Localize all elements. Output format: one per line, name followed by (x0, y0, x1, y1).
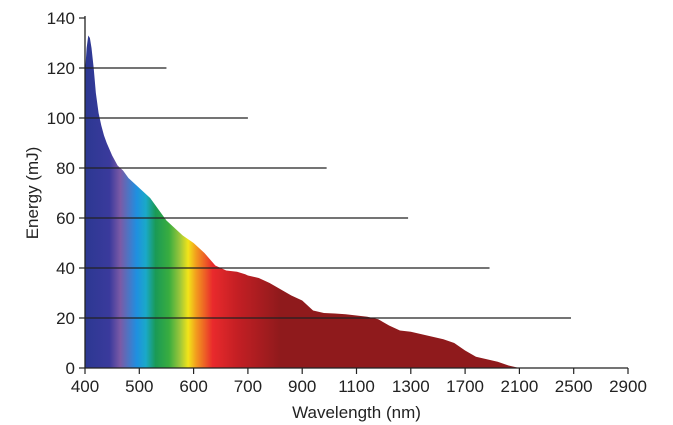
x-tick-label: 400 (71, 377, 99, 396)
x-tick-label: 1700 (446, 377, 484, 396)
x-tick-label: 1300 (392, 377, 430, 396)
x-tick-label: 2900 (609, 377, 647, 396)
y-tick-label: 0 (66, 359, 75, 378)
y-tick-label: 80 (56, 159, 75, 178)
y-axis-title: Energy (mJ) (23, 147, 42, 240)
y-tick-label: 60 (56, 209, 75, 228)
y-tick-label: 100 (47, 109, 75, 128)
y-axis-ticks: 0 20 40 60 80 100 120 140 (47, 9, 85, 378)
y-tick-label: 120 (47, 59, 75, 78)
x-tick-label: 700 (234, 377, 262, 396)
y-tick-label: 20 (56, 309, 75, 328)
x-tick-label: 900 (288, 377, 316, 396)
x-tick-label: 500 (125, 377, 153, 396)
x-tick-label: 600 (179, 377, 207, 396)
x-tick-label: 2500 (555, 377, 593, 396)
y-tick-label: 140 (47, 9, 75, 28)
x-tick-label: 2100 (500, 377, 538, 396)
y-tick-label: 40 (56, 259, 75, 278)
x-axis-title: Wavelength (nm) (292, 403, 421, 422)
annotation-lines (85, 67, 571, 319)
spectrum-area-series (85, 35, 520, 368)
x-axis-ticks: 400 500 600 700 900 1100 1300 1700 2100 2500 2900 (71, 368, 647, 396)
x-tick-label: 1100 (338, 377, 375, 396)
